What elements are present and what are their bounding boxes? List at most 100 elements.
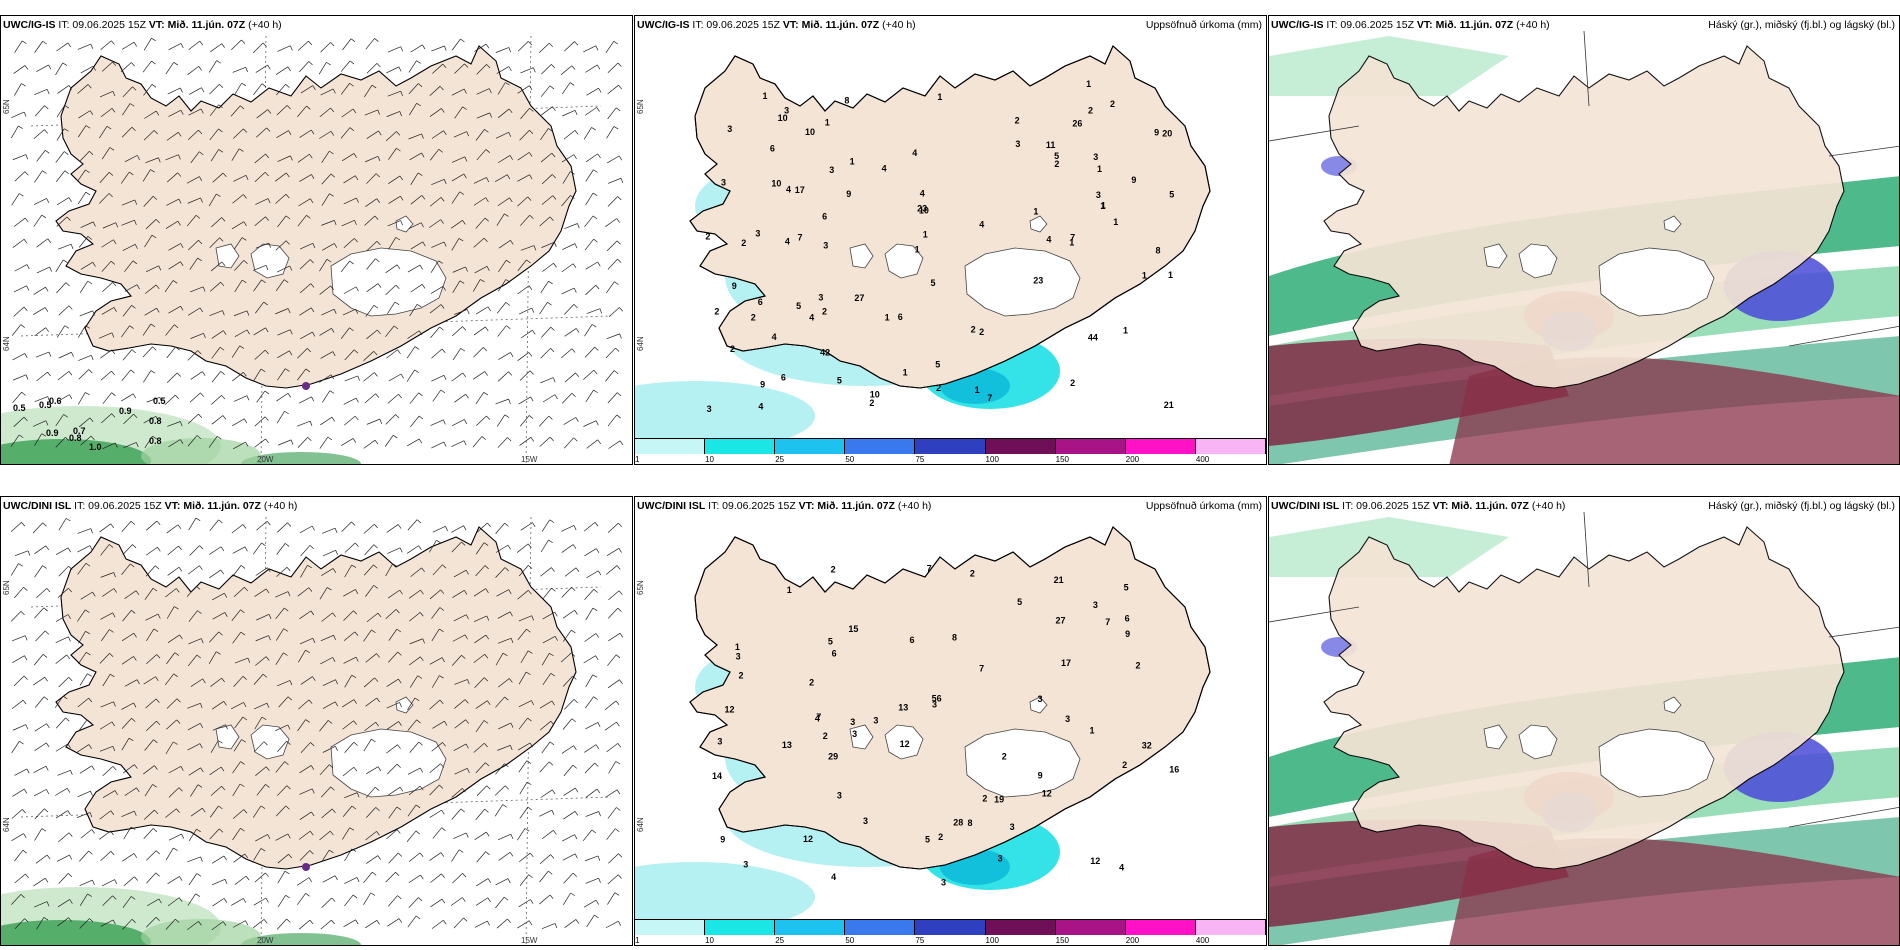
colorbar-label: 1 — [635, 936, 640, 945]
lead-time: (+40 h) — [894, 500, 932, 512]
precip-value: 27 — [1055, 615, 1065, 625]
colorbar-label: 50 — [845, 936, 855, 945]
colorbar-label: 150 — [1055, 936, 1070, 945]
precip-value: 2 — [741, 238, 746, 248]
model-name: UWC/DINI ISL — [1271, 500, 1340, 512]
lat-tick-label: 64N — [636, 336, 645, 351]
precip-value: 6 — [832, 648, 837, 658]
contour-value-label: 1.0 — [89, 442, 102, 452]
precip-value: 3 — [1093, 600, 1098, 610]
precip-value: 1 — [915, 245, 920, 255]
precip-value: 1 — [937, 92, 942, 102]
lead-time: (+40 h) — [245, 19, 282, 31]
valid-time: VT: Mið. 11.jún. 07Z — [782, 19, 880, 31]
panel-wind-ig: 0.5 0.5 0.6 0.8 0.9 0.8 0.7 0.9 0.5 0.8 1.0 65N 64N 2… — [0, 15, 633, 465]
precip-value: 23 — [1033, 275, 1043, 285]
precip-value: 5 — [935, 359, 940, 369]
glacier-outline — [1029, 215, 1048, 233]
precip-value: 4 — [758, 401, 763, 411]
precip-value: 10 — [771, 178, 781, 188]
precip-value: 1 — [825, 117, 830, 127]
glacier-outline — [1518, 724, 1558, 760]
precip-value: 5 — [828, 636, 833, 646]
boundary-line — [1788, 806, 1899, 828]
precip-value: 2 — [1070, 378, 1075, 388]
precip-value: 6 — [781, 372, 786, 382]
precip-value: 4 — [772, 332, 777, 342]
precip-value: 4 — [786, 185, 791, 195]
precip-value: 3 — [932, 699, 937, 709]
boundary-line — [1828, 145, 1899, 157]
colorbar-label: 400 — [1195, 936, 1210, 945]
map-header: UWC/DINI ISL IT: 09.06.2025 15Z VT: Mið.… — [1271, 500, 1565, 512]
contour-value-label: 0.5 — [153, 396, 166, 406]
precip-value: 7 — [1070, 232, 1075, 242]
precip-value: 3 — [784, 106, 789, 116]
colorbar-label: 1 — [635, 455, 640, 464]
precip-value: 13 — [898, 702, 908, 712]
precip-value: 5 — [1054, 151, 1059, 161]
valid-time: VT: Mið. 11.jún. 07Z — [164, 500, 261, 512]
precip-value: 3 — [823, 241, 828, 251]
glacier-outline — [395, 696, 414, 714]
colorbar-label: 100 — [985, 936, 999, 945]
model-name: UWC/DINI ISL — [637, 500, 706, 512]
iceland-landmass — [55, 45, 577, 389]
precip-value: 3 — [743, 860, 748, 870]
lon-tick-label: 20W — [257, 936, 274, 945]
precip-value: 28 — [953, 818, 963, 828]
colorbar-label: 200 — [1125, 455, 1140, 464]
field-title: Háský (gr.), miðský (fj.bl.) og lágský (… — [1708, 500, 1895, 512]
precip-value: 2 — [869, 398, 874, 408]
issue-time: IT: 09.06.2025 15Z — [705, 500, 799, 512]
colorbar-swatch — [915, 438, 986, 454]
lon-tick-label: 15W — [521, 936, 538, 945]
glacier-outline — [849, 243, 874, 269]
precip-value: 2 — [1088, 105, 1093, 115]
precip-value: 44 — [1088, 332, 1098, 342]
precip-value: 8 — [1155, 245, 1160, 255]
precip-value: 6 — [1125, 614, 1130, 624]
glacier-outline — [964, 728, 1081, 798]
precip-value: 9 — [732, 281, 737, 291]
iceland-landmass — [689, 45, 1211, 389]
precip-value: 4 — [912, 148, 917, 158]
glacier-outline — [1483, 243, 1508, 269]
precip-value: 8 — [967, 818, 972, 828]
precip-value: 9 — [1131, 175, 1136, 185]
precip-value: 1 — [762, 91, 767, 101]
panel-precip-ig: 4 2 7 5 5 4 1 5 6 8 4 10 10 9 9 9 2 4 3 4 2 6 3 1 1 1 1 4 2 1 1 2 2 11 6 9 1… — [634, 15, 1267, 465]
precip-value: 1 — [1100, 201, 1105, 211]
colorbar-swatch — [985, 438, 1056, 454]
precip-value: 2 — [705, 231, 710, 241]
colorbar-swatch — [1195, 438, 1266, 454]
precip-value: 26 — [1072, 119, 1082, 129]
contour-value-label: 0.8 — [149, 416, 162, 426]
wind-speed-shading — [1, 887, 361, 945]
precip-value: 6 — [770, 144, 775, 154]
colorbar-label: 75 — [915, 455, 925, 464]
precip-value: 2 — [1015, 116, 1020, 126]
glacier-outline — [330, 247, 447, 317]
precip-value: 27 — [854, 293, 864, 303]
lat-tick-label: 64N — [636, 817, 645, 832]
lon-tick-label: 20W — [257, 455, 274, 464]
precip-value: 9 — [1125, 629, 1130, 639]
precip-value: 2 — [982, 793, 987, 803]
colorbar-label: 100 — [985, 455, 999, 464]
panel-wind-dini: 65N 64N 20W 15W UWC/DINI ISL IT: 09.06.2025 … — [0, 496, 633, 946]
colorbar-label: 75 — [915, 936, 925, 945]
precip-value: 2 — [1002, 752, 1007, 762]
precip-value: 3 — [727, 124, 732, 134]
precip-value: 1 — [787, 585, 792, 595]
precip-value: 12 — [1042, 788, 1052, 798]
issue-time: IT: 09.06.2025 15Z — [1323, 19, 1417, 31]
glacier-outline — [1663, 696, 1682, 714]
precip-value: 3 — [707, 404, 712, 414]
precip-value: 3 — [1096, 190, 1101, 200]
precip-value: 4 — [1046, 234, 1051, 244]
precip-value: 20 — [1162, 128, 1172, 138]
precip-value-labels: 4275541568410109992434263111142112211691… — [705, 79, 1174, 414]
precip-value: 5 — [1124, 582, 1129, 592]
precip-value: 19 — [994, 795, 1004, 805]
